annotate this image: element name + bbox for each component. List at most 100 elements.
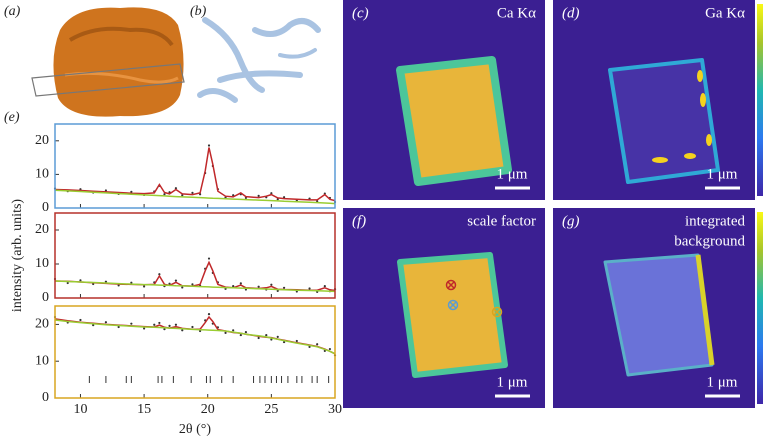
y-axis-label: intensity (arb. units) [10, 199, 25, 312]
panel-label: (b) [190, 4, 207, 19]
panel-label: (f) [352, 213, 366, 229]
panel-label: (e) [4, 110, 20, 125]
y-tick-label: 10 [35, 353, 49, 368]
x-tick-label: 15 [137, 402, 151, 417]
y-tick-label: 20 [35, 317, 49, 332]
x-tick-label: 30 [328, 402, 342, 417]
data-point [104, 321, 108, 324]
crystal-render [31, 7, 185, 117]
data-point [174, 279, 178, 282]
data-point [191, 283, 194, 286]
panel-label: (a) [4, 4, 21, 19]
edge-highlight [695, 254, 715, 366]
plot-frame [54, 212, 336, 299]
data-point [191, 325, 194, 329]
scale-bar-label: 1 μm [707, 166, 738, 182]
colorbar [757, 4, 763, 196]
data-point [323, 285, 326, 288]
map-title: integrated [685, 213, 745, 229]
crystal-map [608, 58, 720, 184]
data-point [79, 318, 82, 322]
y-tick-label: 20 [35, 133, 49, 148]
scale-bar-label: 1 μm [497, 374, 528, 390]
data-point [207, 257, 211, 260]
data-point [232, 329, 235, 332]
data-point [66, 281, 69, 285]
data-point [232, 285, 235, 288]
data-point [328, 347, 332, 351]
data-point [117, 284, 120, 287]
data-point [270, 338, 273, 341]
x-tick-label: 25 [264, 402, 278, 417]
panel-label: (c) [352, 5, 369, 21]
data-point [181, 286, 184, 289]
data-point [163, 328, 166, 331]
scale-bar-label: 1 μm [497, 166, 528, 182]
data-point [168, 282, 171, 285]
data-point [142, 327, 146, 330]
data-point [282, 340, 286, 344]
panel-label: (g) [562, 213, 580, 229]
plot-frame [54, 305, 336, 399]
y-tick-label: 0 [42, 390, 49, 405]
data-point [79, 279, 82, 282]
data-point [104, 189, 108, 192]
data-point [168, 324, 171, 327]
y-tick-label: 0 [42, 290, 49, 305]
data-point [158, 273, 161, 276]
curve [54, 280, 336, 293]
data-point [270, 192, 273, 195]
panel-label: (d) [562, 5, 580, 21]
data-point [181, 329, 184, 332]
data-point [130, 281, 133, 284]
map-title: Ca Kα [497, 5, 536, 21]
x-tick-label: 20 [201, 402, 215, 417]
data-point [92, 282, 95, 286]
crystal-map [396, 56, 512, 186]
markers [445, 279, 503, 318]
map-title: Ga Kα [705, 5, 745, 21]
data-point [239, 282, 242, 285]
data-point [265, 333, 268, 337]
data-point [295, 290, 298, 293]
data-point [316, 343, 319, 346]
crystal-map [397, 252, 508, 378]
data-point [239, 333, 242, 337]
data-point [92, 324, 95, 327]
x-axis-label: 2θ (°) [179, 422, 211, 437]
y-tick-label: 10 [35, 256, 49, 271]
data-point [257, 194, 260, 198]
data-point [130, 322, 133, 325]
data-point [308, 345, 311, 348]
data-point [276, 289, 279, 292]
data-point [257, 285, 260, 288]
data-point [117, 325, 120, 329]
data-point [270, 283, 273, 286]
curve [54, 147, 336, 202]
strand-render [197, 17, 321, 103]
map-title: scale factor [467, 213, 536, 229]
y-tick-label: 10 [35, 167, 49, 182]
data-point [191, 191, 194, 194]
curve [54, 319, 336, 355]
curve [54, 315, 336, 355]
y-tick-label: 20 [35, 222, 49, 237]
y-tick-label: 0 [42, 200, 49, 215]
data-point [142, 285, 146, 288]
hotspots [652, 70, 712, 163]
data-point [207, 144, 211, 147]
data-point [257, 336, 260, 340]
data-point [295, 339, 298, 343]
data-point [207, 312, 211, 316]
plot-frame [54, 123, 336, 209]
map-title: background [674, 233, 745, 249]
data-point [198, 329, 202, 333]
data-point [282, 286, 286, 289]
x-tick-label: 10 [73, 402, 87, 417]
colorbar [757, 212, 763, 404]
curve [54, 189, 336, 205]
data-point [276, 335, 279, 339]
data-point [158, 321, 161, 325]
data-point [153, 323, 156, 326]
